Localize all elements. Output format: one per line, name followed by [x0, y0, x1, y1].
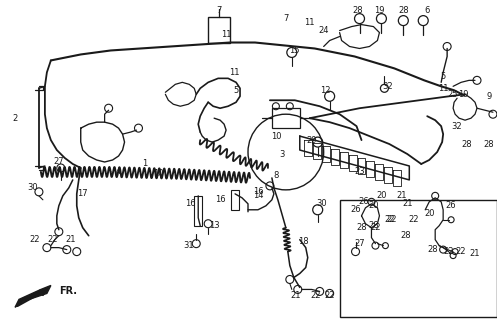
- Text: 30: 30: [27, 183, 38, 192]
- Text: 21: 21: [402, 199, 412, 208]
- Text: 7: 7: [217, 6, 222, 15]
- Text: 16: 16: [185, 199, 196, 208]
- Text: 19: 19: [458, 90, 468, 99]
- Text: 30: 30: [316, 199, 327, 208]
- Text: 31: 31: [183, 241, 194, 250]
- Text: 18: 18: [298, 237, 309, 246]
- Text: 28: 28: [484, 140, 495, 148]
- Text: 11: 11: [221, 30, 232, 39]
- Text: 10: 10: [270, 132, 281, 140]
- Text: 3: 3: [279, 149, 284, 158]
- Bar: [194, 196, 202, 226]
- Text: 9: 9: [487, 92, 492, 101]
- Bar: [272, 108, 300, 128]
- Text: 20: 20: [368, 201, 378, 210]
- Text: 24: 24: [318, 26, 329, 35]
- Text: 22: 22: [456, 247, 466, 256]
- Text: 11: 11: [438, 84, 448, 93]
- Text: 22: 22: [384, 215, 394, 224]
- Text: 28: 28: [368, 221, 379, 230]
- Text: 28: 28: [398, 6, 409, 15]
- Text: 21: 21: [290, 291, 301, 300]
- Text: 4: 4: [116, 167, 121, 176]
- Text: 5: 5: [441, 72, 446, 81]
- Text: 14: 14: [252, 191, 263, 200]
- Text: 22: 22: [30, 235, 40, 244]
- Text: 6: 6: [424, 6, 430, 15]
- Text: 1: 1: [142, 159, 147, 169]
- Text: 27: 27: [53, 157, 64, 166]
- Text: 16: 16: [215, 195, 226, 204]
- Text: 21: 21: [66, 235, 76, 244]
- Text: 26: 26: [350, 205, 361, 214]
- Text: 23: 23: [354, 167, 365, 176]
- Text: 26: 26: [358, 197, 369, 206]
- Text: 12: 12: [320, 86, 331, 95]
- Polygon shape: [15, 285, 51, 307]
- Text: 11: 11: [304, 18, 315, 27]
- Text: 28: 28: [400, 231, 411, 240]
- Text: 15: 15: [289, 46, 300, 55]
- Text: 28: 28: [352, 6, 363, 15]
- Text: 22: 22: [408, 215, 418, 224]
- Text: 25: 25: [448, 90, 458, 99]
- Text: 22: 22: [444, 247, 454, 256]
- Text: 2: 2: [12, 114, 17, 123]
- Text: FR.: FR.: [59, 286, 77, 296]
- Text: 10: 10: [153, 169, 164, 179]
- Text: 22: 22: [386, 215, 396, 224]
- Text: 20: 20: [376, 191, 386, 200]
- Text: 20: 20: [424, 209, 434, 218]
- Text: 28: 28: [356, 223, 367, 232]
- Text: 22: 22: [310, 291, 321, 300]
- Bar: [340, 200, 497, 317]
- Bar: [208, 17, 230, 43]
- Text: 22: 22: [370, 223, 380, 232]
- Text: 21: 21: [470, 249, 480, 258]
- Text: 19: 19: [374, 6, 384, 15]
- Text: 26: 26: [446, 201, 457, 210]
- Text: 11: 11: [229, 68, 240, 77]
- Text: 21: 21: [396, 191, 406, 200]
- Text: 27: 27: [354, 239, 365, 248]
- Text: 32: 32: [382, 82, 393, 91]
- Text: 28: 28: [428, 245, 439, 254]
- Text: 16: 16: [252, 188, 263, 196]
- Text: 28: 28: [462, 140, 473, 148]
- Bar: [231, 190, 239, 210]
- Text: 29: 29: [306, 136, 317, 145]
- Text: 8: 8: [273, 172, 278, 180]
- Text: 13: 13: [209, 221, 220, 230]
- Text: 17: 17: [77, 189, 88, 198]
- Text: 32: 32: [452, 122, 463, 131]
- Text: 5: 5: [234, 86, 239, 95]
- Text: 22: 22: [48, 235, 58, 244]
- Text: 7: 7: [283, 14, 288, 23]
- Text: 22: 22: [324, 291, 335, 300]
